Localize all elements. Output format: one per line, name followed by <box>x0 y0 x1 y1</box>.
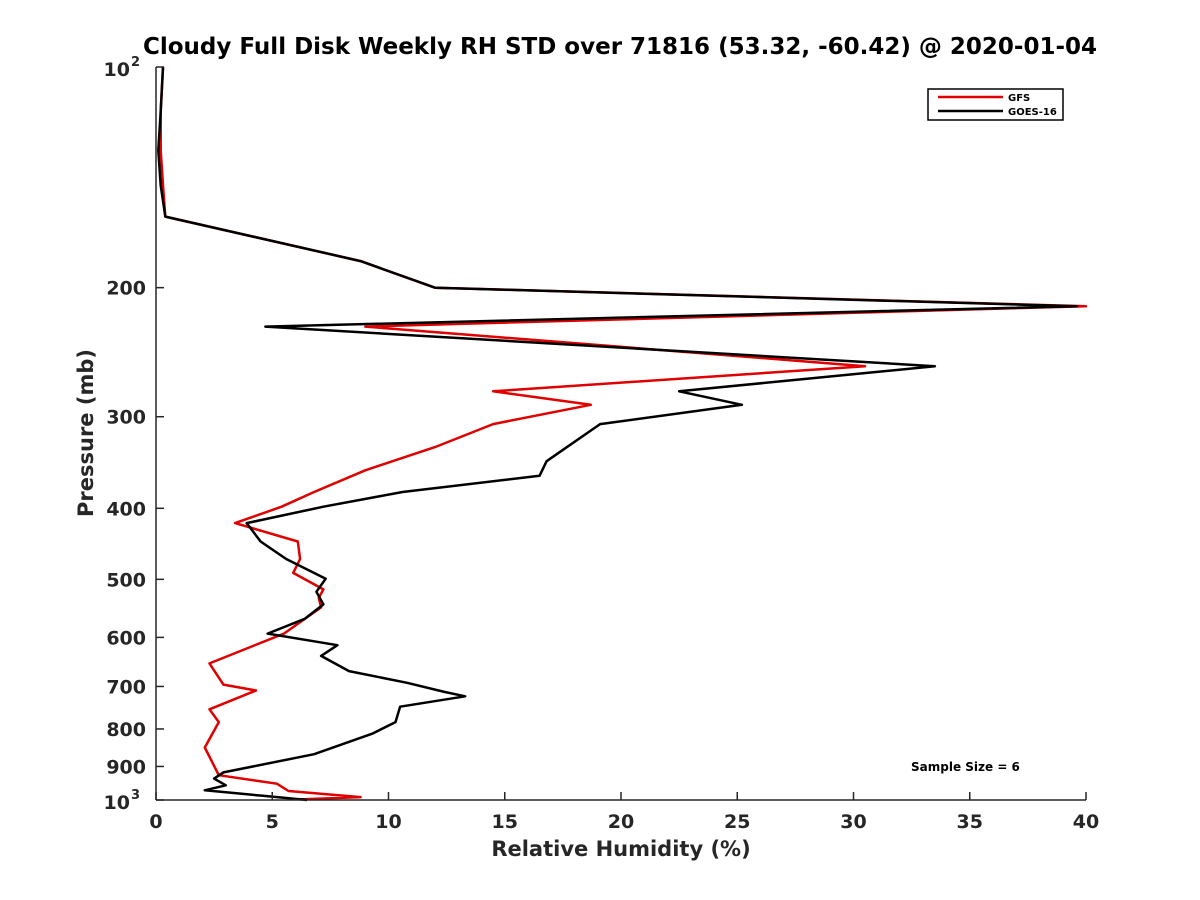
y-tick-label: 600 <box>106 627 146 649</box>
x-axis-label: Relative Humidity (%) <box>491 837 750 861</box>
plot-area <box>156 67 1086 800</box>
y-tick-label: 700 <box>106 676 146 698</box>
sample-size-annotation: Sample Size = 6 <box>911 760 1020 774</box>
x-tick-label: 35 <box>957 811 983 833</box>
y-tick-label: 500 <box>106 569 146 591</box>
y-tick-label: 400 <box>106 498 146 520</box>
x-tick-label: 40 <box>1073 811 1099 833</box>
y-tick-label: 10 <box>104 59 130 81</box>
legend-label-goes16: GOES-16 <box>1008 107 1057 118</box>
x-axis: 0 5 10 15 20 25 30 35 40 <box>149 792 1099 833</box>
x-tick-label: 20 <box>608 811 634 833</box>
y-tick-label: 900 <box>106 756 146 778</box>
x-tick-label: 25 <box>724 811 750 833</box>
x-tick-label: 15 <box>492 811 518 833</box>
series-layer <box>157 66 1088 802</box>
y-tick-label: 300 <box>106 407 146 429</box>
y-tick-label: 10 <box>104 792 130 814</box>
y-tick-exponent: 3 <box>131 788 140 803</box>
y-tick-exponent: 2 <box>131 55 140 70</box>
legend-box <box>927 88 1064 121</box>
y-tick-label: 200 <box>106 278 146 300</box>
legend: GFS GOES-16 <box>927 88 1064 121</box>
x-tick-label: 30 <box>840 811 866 833</box>
x-tick-label: 10 <box>375 811 401 833</box>
chart-title: Cloudy Full Disk Weekly RH STD over 7181… <box>143 34 1097 60</box>
x-tick-label: 5 <box>266 811 279 833</box>
y-axis-label: Pressure (mb) <box>74 349 98 517</box>
legend-label-gfs: GFS <box>1008 93 1030 104</box>
y-tick-label: 800 <box>106 719 146 741</box>
x-tick-label: 0 <box>149 811 162 833</box>
